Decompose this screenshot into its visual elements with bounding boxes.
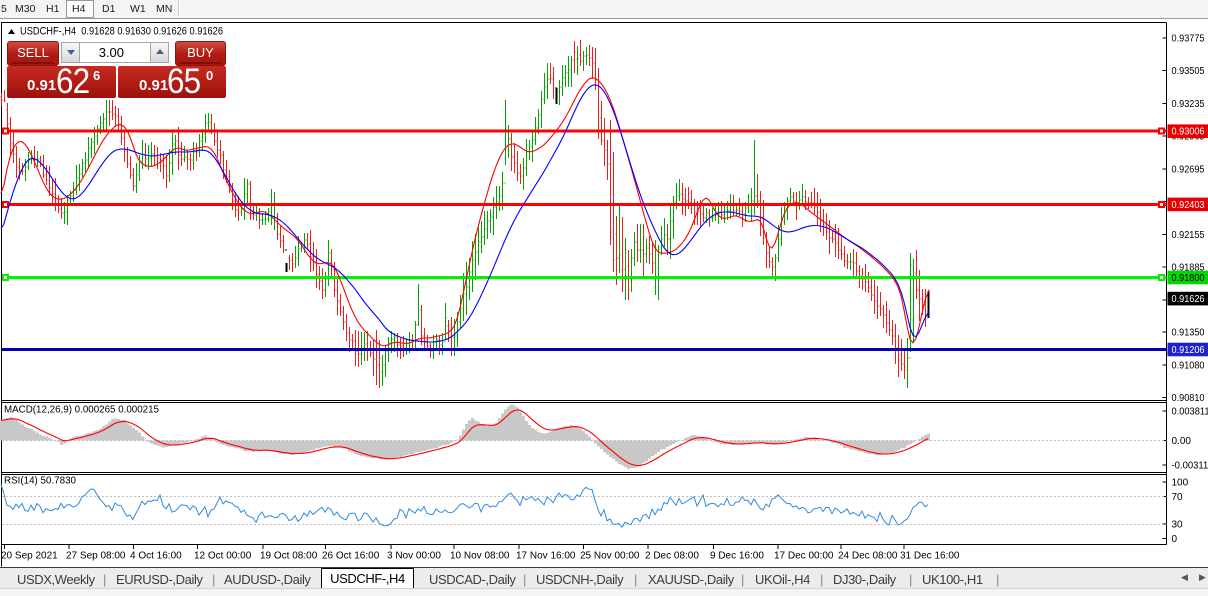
- svg-text:0: 0: [1172, 534, 1178, 545]
- svg-text:0.93006: 0.93006: [1172, 127, 1205, 138]
- svg-text:10 Nov 08:00: 10 Nov 08:00: [450, 551, 510, 562]
- svg-text:2 Dec 08:00: 2 Dec 08:00: [645, 551, 699, 562]
- svg-text:-0.003115: -0.003115: [1172, 460, 1208, 471]
- svg-text:0.93505: 0.93505: [1172, 66, 1205, 77]
- svg-text:0.93235: 0.93235: [1172, 99, 1205, 110]
- svg-text:24 Dec 08:00: 24 Dec 08:00: [838, 551, 898, 562]
- svg-text:12 Oct 00:00: 12 Oct 00:00: [194, 551, 252, 562]
- svg-text:0.93775: 0.93775: [1172, 33, 1205, 44]
- svg-text:0.90810: 0.90810: [1172, 393, 1205, 404]
- svg-text:26 Oct 16:00: 26 Oct 16:00: [322, 551, 380, 562]
- svg-text:0.91350: 0.91350: [1172, 328, 1205, 339]
- svg-text:17 Nov 16:00: 17 Nov 16:00: [516, 551, 576, 562]
- svg-text:0.92695: 0.92695: [1172, 164, 1205, 175]
- svg-text:0.91206: 0.91206: [1172, 345, 1205, 356]
- svg-text:0.91080: 0.91080: [1172, 360, 1205, 371]
- svg-text:27 Sep 08:00: 27 Sep 08:00: [66, 551, 126, 562]
- svg-text:70: 70: [1172, 492, 1184, 503]
- svg-text:0.00: 0.00: [1172, 436, 1192, 447]
- svg-text:19 Oct 08:00: 19 Oct 08:00: [260, 551, 318, 562]
- svg-text:31 Dec 16:00: 31 Dec 16:00: [900, 551, 960, 562]
- svg-text:0.92403: 0.92403: [1172, 200, 1205, 211]
- svg-text:30: 30: [1172, 520, 1184, 531]
- svg-text:USDCHF-,H4 0.91628 0.91630 0.: USDCHF-,H4 0.91628 0.91630 0.91626 0.916…: [20, 26, 223, 38]
- svg-text:RSI(14) 50.7830: RSI(14) 50.7830: [4, 476, 76, 487]
- svg-text:9 Dec 16:00: 9 Dec 16:00: [710, 551, 764, 562]
- svg-text:100: 100: [1172, 478, 1189, 489]
- svg-text:0.91800: 0.91800: [1172, 273, 1205, 284]
- svg-text:17 Dec 00:00: 17 Dec 00:00: [774, 551, 834, 562]
- svg-text:20 Sep 2021: 20 Sep 2021: [1, 551, 58, 562]
- svg-text:3 Nov 00:00: 3 Nov 00:00: [387, 551, 441, 562]
- svg-text:MACD(12,26,9) 0.000265 0.00021: MACD(12,26,9) 0.000265 0.000215: [4, 405, 159, 416]
- svg-text:0.003811: 0.003811: [1172, 407, 1208, 418]
- svg-text:25 Nov 00:00: 25 Nov 00:00: [580, 551, 640, 562]
- svg-text:4 Oct 16:00: 4 Oct 16:00: [130, 551, 182, 562]
- svg-text:0.92155: 0.92155: [1172, 230, 1205, 241]
- svg-text:0.91626: 0.91626: [1172, 294, 1205, 305]
